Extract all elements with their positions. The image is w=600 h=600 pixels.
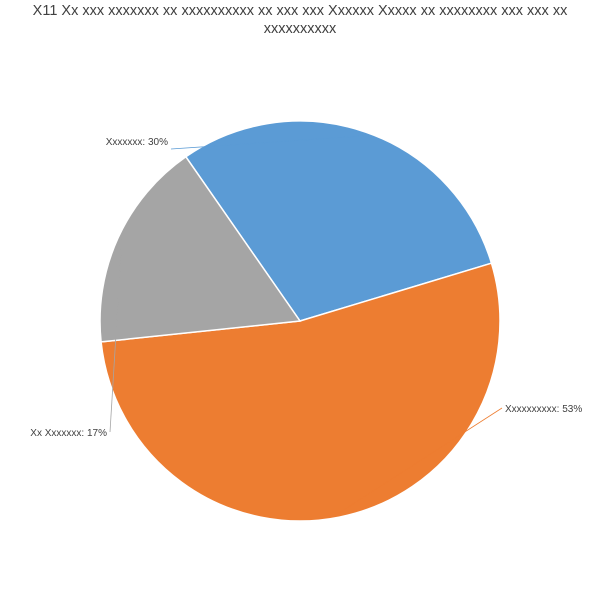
slice-data-label: Xxxxxxxxxx: 53% [505,404,582,415]
slice-data-label: Xxxxxxx: 30% [106,137,168,148]
leader-line [338,407,503,514]
leader-line [170,135,365,150]
pie-slices [99,120,501,522]
pie-slice [99,155,302,343]
pie-labels: Xxxxxxx: 30% Xxxxxxxxxx: 53% Xx Xxxxxxx: 1… [30,135,582,514]
pie-slice [184,120,493,322]
leader-line [109,239,123,433]
pie-slice [100,262,501,522]
chart-title: X11 Xx xxx xxxxxxx xx xxxxxxxxxx xx xxx … [32,3,568,37]
slice-data-label: Xx Xxxxxxx: 17% [30,428,107,439]
